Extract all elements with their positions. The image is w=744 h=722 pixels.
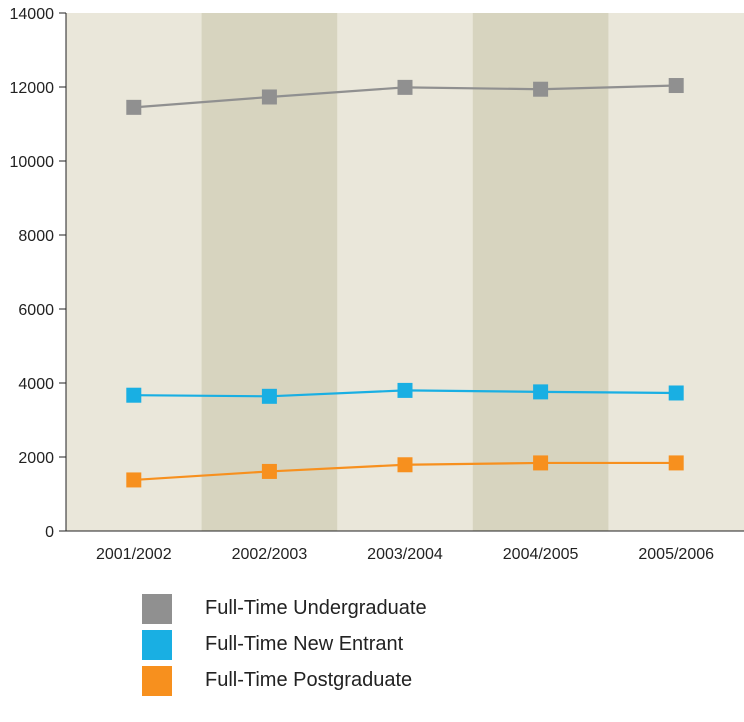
y-tick-label: 4000 (18, 376, 54, 393)
y-tick-label: 2000 (18, 450, 54, 467)
legend-label-undergraduate: Full-Time Undergraduate (205, 597, 427, 619)
data-point (126, 99, 142, 115)
y-tick-label: 14000 (10, 6, 55, 23)
data-point (126, 472, 142, 488)
data-point (533, 455, 549, 471)
data-point (533, 384, 549, 400)
data-point (397, 79, 413, 95)
legend-swatch-postgraduate (142, 665, 172, 696)
x-tick-label: 2005/2006 (638, 546, 714, 563)
band-3 (337, 13, 474, 531)
x-tick-label: 2004/2005 (503, 546, 579, 563)
band-1 (66, 13, 203, 531)
data-point (533, 81, 549, 97)
legend-item-undergraduate: Full-Time Undergraduate (142, 592, 427, 625)
data-point (668, 455, 684, 471)
y-tick-label: 10000 (10, 154, 55, 171)
y-axis-ticks: 0 2000 4000 6000 8000 10000 12000 14000 (10, 6, 66, 541)
data-point (668, 78, 684, 94)
data-point (668, 385, 684, 401)
band-5 (608, 13, 744, 531)
series-markers (126, 78, 684, 488)
legend-swatch-undergraduate (142, 593, 172, 624)
legend-swatch-new-entrant (142, 629, 172, 660)
axes (65, 13, 744, 532)
x-axis-ticks: 2001/2002 2002/2003 2003/2004 2004/2005 2005… (96, 546, 714, 563)
band-4 (472, 13, 609, 531)
y-tick-label: 6000 (18, 302, 54, 319)
data-point (261, 89, 277, 105)
legend-item-new-entrant: Full-Time New Entrant (142, 628, 427, 661)
data-point (261, 388, 277, 404)
data-point (397, 457, 413, 473)
data-point (397, 382, 413, 398)
legend-item-postgraduate: Full-Time Postgraduate (142, 664, 427, 697)
y-tick-label: 12000 (10, 80, 55, 97)
background-bands (66, 13, 744, 531)
x-tick-label: 2003/2004 (367, 546, 443, 563)
legend-label-postgraduate: Full-Time Postgraduate (205, 669, 413, 691)
y-tick-label: 0 (45, 524, 54, 541)
x-tick-label: 2002/2003 (232, 546, 308, 563)
legend-label-new-entrant: Full-Time New Entrant (205, 633, 404, 655)
data-point (261, 463, 277, 479)
legend: Full-Time Undergraduate Full-Time New En… (142, 592, 427, 700)
x-tick-label: 2001/2002 (96, 546, 172, 563)
line-chart: 0 2000 4000 6000 8000 10000 12000 14000 2001/20… (10, 6, 744, 563)
y-tick-label: 8000 (18, 228, 54, 245)
data-point (126, 387, 142, 403)
